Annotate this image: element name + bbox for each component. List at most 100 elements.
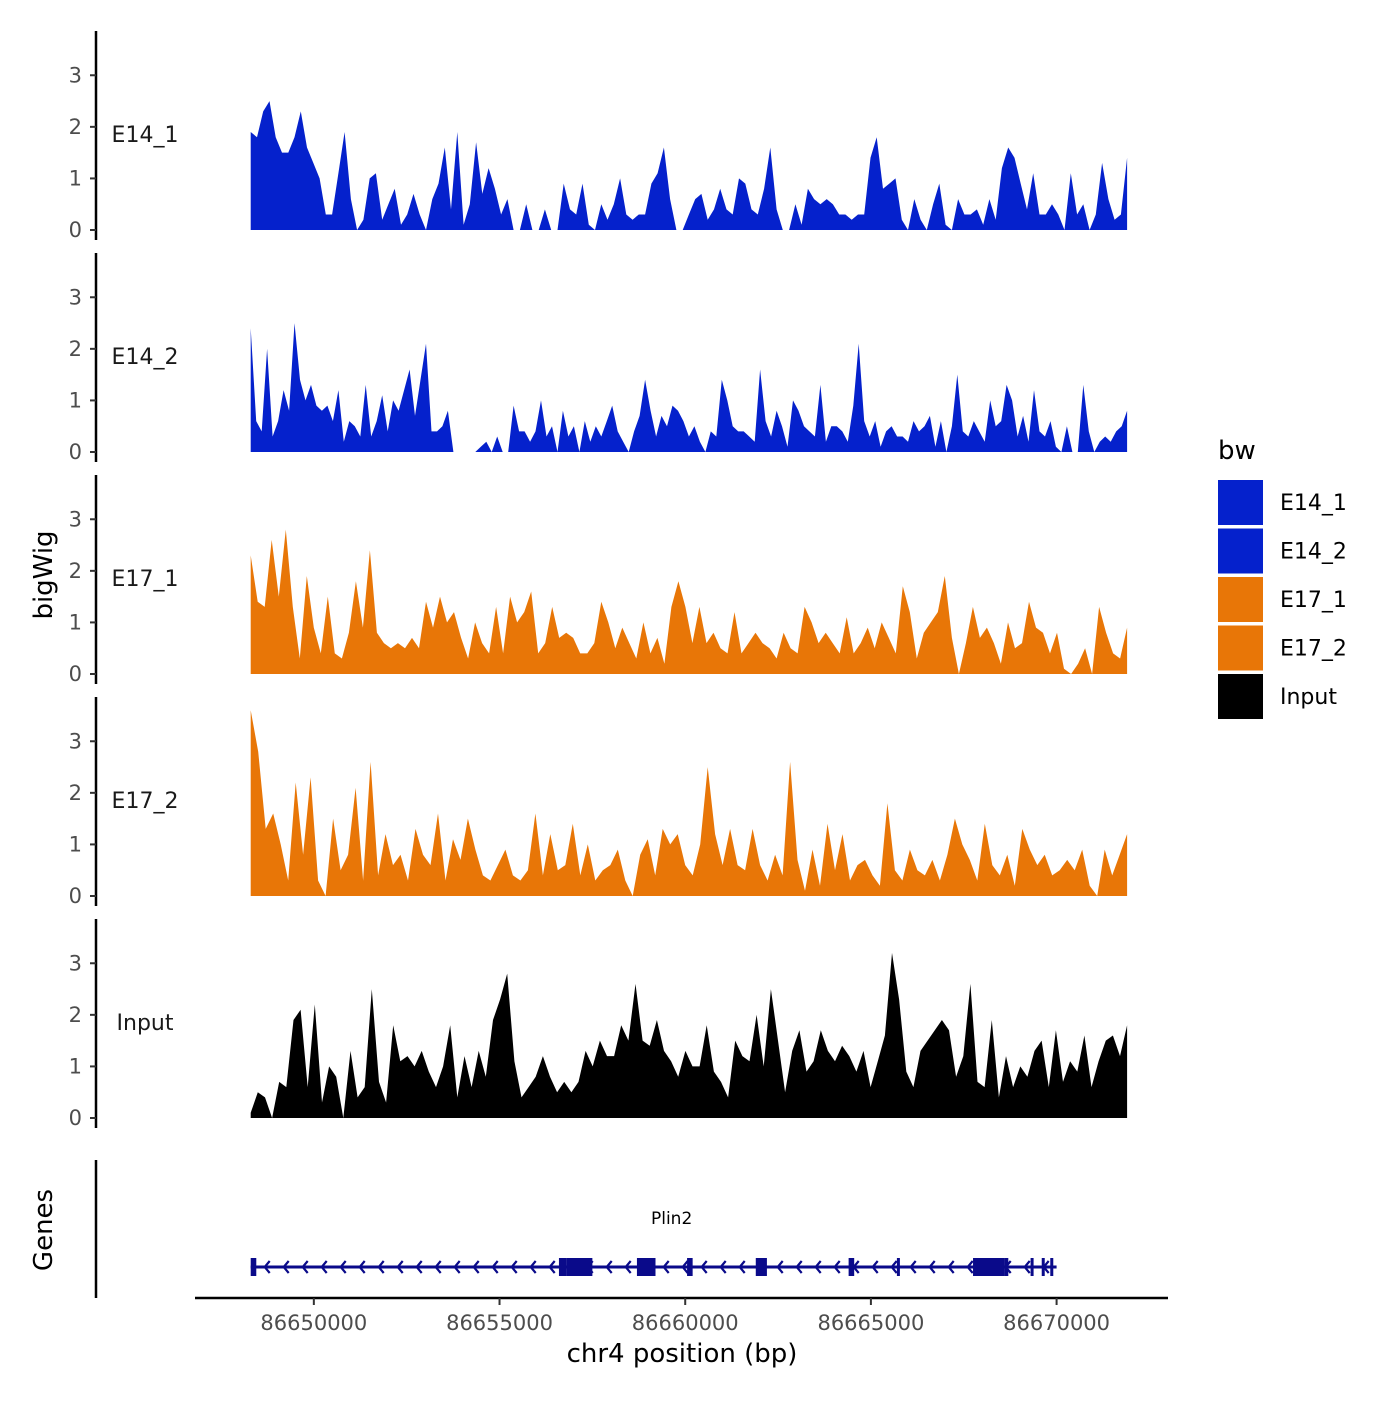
- legend-label: E17_1: [1280, 588, 1347, 613]
- y-tick-label: 1: [69, 388, 82, 412]
- x-tick-label: 86670000: [1003, 1311, 1110, 1335]
- strand-arrow: [529, 1260, 537, 1274]
- strand-arrow: [795, 1260, 803, 1274]
- y-tick-label: 0: [69, 440, 82, 464]
- legend-label: E17_2: [1280, 637, 1347, 662]
- y-tick-label: 1: [69, 832, 82, 856]
- strand-arrow: [415, 1260, 423, 1274]
- exon: [896, 1258, 900, 1276]
- legend-label: E14_2: [1280, 540, 1347, 565]
- strand-arrow: [320, 1260, 328, 1274]
- strand-arrow: [909, 1260, 917, 1274]
- coverage-area-Input: [250, 952, 1128, 1118]
- strand-arrow: [928, 1260, 936, 1274]
- strand-arrow: [681, 1260, 689, 1274]
- y-tick-label: 0: [69, 218, 82, 242]
- x-axis-title: chr4 position (bp): [567, 1339, 798, 1369]
- strand-arrow: [719, 1260, 727, 1274]
- legend-swatch-E17_2: [1218, 625, 1263, 671]
- legend-swatch-E14_2: [1218, 528, 1263, 574]
- strand-arrow: [1023, 1260, 1031, 1274]
- coverage-area-E17_2: [250, 710, 1128, 896]
- exon: [1004, 1258, 1009, 1276]
- legend-label: E14_1: [1280, 491, 1347, 516]
- exon: [1050, 1258, 1054, 1276]
- exon: [636, 1258, 656, 1276]
- track-E14_1: 0 1 2 3 E14_1: [69, 31, 1128, 242]
- track-Input: 0 1 2 3 Input: [69, 919, 1128, 1130]
- strand-arrow: [871, 1260, 879, 1274]
- exon: [1030, 1258, 1034, 1276]
- strand-arrow: [605, 1260, 613, 1274]
- strand-arrow: [700, 1260, 708, 1274]
- exon: [755, 1258, 767, 1276]
- strand-arrow: [947, 1260, 955, 1274]
- strand-arrow: [833, 1260, 841, 1274]
- strand-arrow: [510, 1260, 518, 1274]
- y-tick-label: 2: [69, 337, 82, 361]
- track-label: Input: [117, 1011, 174, 1036]
- strand-arrow: [814, 1260, 822, 1274]
- exon: [558, 1258, 567, 1276]
- y-axis-title: bigWig: [29, 530, 59, 619]
- y-tick-label: 2: [69, 1003, 82, 1027]
- y-tick-label: 3: [69, 63, 82, 87]
- strand-arrow: [358, 1260, 366, 1274]
- strand-arrow: [548, 1260, 556, 1274]
- x-axis: 86650000 86655000 86660000 86665000 86670000: [195, 1296, 1168, 1335]
- y-tick-label: 1: [69, 610, 82, 634]
- strand-arrow: [966, 1260, 974, 1274]
- strand-arrow: [453, 1260, 461, 1274]
- legend-label: Input: [1280, 685, 1337, 710]
- gene-Plin2: Plin2: [250, 1209, 1057, 1276]
- exon: [973, 1258, 1005, 1276]
- y-tick-label: 3: [69, 729, 82, 753]
- y-tick-label: 3: [69, 507, 82, 531]
- exon: [1041, 1258, 1045, 1276]
- y-tick-label: 1: [69, 166, 82, 190]
- coverage-area-E14_2: [250, 323, 1128, 452]
- coverage-tracks: 0 1 2 3 E14_1 0 1 2 3 E14_2 0 1 2 3 E17_1 0 1 2 3 E17_2 0 1 2 3…: [69, 31, 1128, 1130]
- exon: [848, 1258, 855, 1276]
- x-tick-label: 86655000: [446, 1311, 553, 1335]
- strand-arrow: [776, 1260, 784, 1274]
- track-label: E17_1: [112, 567, 179, 592]
- x-tick-label: 86665000: [817, 1311, 924, 1335]
- y-tick-label: 3: [69, 285, 82, 309]
- legend-swatch-E14_1: [1218, 480, 1263, 525]
- gene-name-label: Plin2: [651, 1209, 692, 1229]
- x-tick-label: 86650000: [260, 1311, 367, 1335]
- y-tick-label: 0: [69, 662, 82, 686]
- strand-arrow: [890, 1260, 898, 1274]
- track-label: E17_2: [112, 789, 179, 814]
- legend-title: bw: [1218, 436, 1256, 466]
- coverage-area-E17_1: [250, 529, 1128, 674]
- exon: [566, 1258, 593, 1276]
- coverage-area-E14_1: [250, 101, 1128, 230]
- y-tick-label: 0: [69, 884, 82, 908]
- track-label: E14_1: [112, 123, 179, 148]
- y-tick-label: 2: [69, 559, 82, 583]
- track-E14_2: 0 1 2 3 E14_2: [69, 253, 1128, 464]
- strand-arrow: [339, 1260, 347, 1274]
- strand-arrow: [396, 1260, 404, 1274]
- track-E17_2: 0 1 2 3 E17_2: [69, 697, 1128, 908]
- strand-arrow: [662, 1260, 670, 1274]
- legend: bw E14_1 E14_2 E17_1 E17_2 Input: [1218, 436, 1347, 719]
- y-tick-label: 3: [69, 951, 82, 975]
- strand-arrow: [491, 1260, 499, 1274]
- strand-arrow: [738, 1260, 746, 1274]
- strand-arrow: [624, 1260, 632, 1274]
- strand-arrow: [263, 1260, 271, 1274]
- x-tick-label: 86660000: [632, 1311, 739, 1335]
- y-tick-label: 0: [69, 1106, 82, 1130]
- strand-arrow: [434, 1260, 442, 1274]
- genes-axis-title: Genes: [29, 1189, 59, 1271]
- y-tick-label: 2: [69, 115, 82, 139]
- track-E17_1: 0 1 2 3 E17_1: [69, 475, 1128, 686]
- legend-swatch-Input: [1218, 674, 1263, 719]
- strand-arrow: [472, 1260, 480, 1274]
- strand-arrow: [301, 1260, 309, 1274]
- exon: [250, 1258, 257, 1276]
